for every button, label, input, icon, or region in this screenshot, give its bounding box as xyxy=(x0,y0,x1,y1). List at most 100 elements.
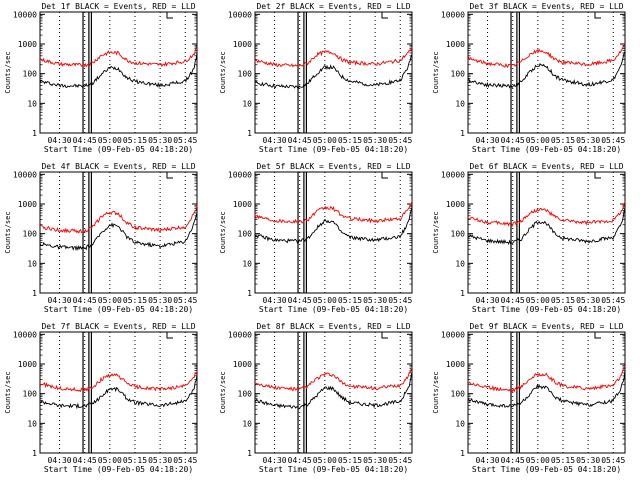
x-axis-label: Start Time (09-Feb-05 04:18:20) xyxy=(472,305,621,314)
y-axis-label: Counts/sec xyxy=(432,51,440,93)
x-tick-label: 05:45 xyxy=(388,296,412,305)
x-tick-label: 04:45 xyxy=(73,296,97,305)
x-tick-label: 05:30 xyxy=(148,456,172,465)
y-tick-label: 1 xyxy=(247,129,252,138)
plot-frame xyxy=(39,171,198,294)
detector-chart-9: Det 9f BLACK = Events, RED = LLD 1 10 100 10… xyxy=(432,322,626,474)
legend-marker xyxy=(594,332,601,339)
legend-marker xyxy=(166,12,173,19)
plot-frame xyxy=(39,11,198,134)
x-tick-label: 04:45 xyxy=(73,456,97,465)
x-axis-label: Start Time (09-Feb-05 04:18:20) xyxy=(259,465,408,474)
y-tick-label: 1000 xyxy=(446,360,465,369)
y-tick-label: 100 xyxy=(451,70,466,79)
y-tick-label: 1000 xyxy=(446,40,465,49)
detector-chart-5: Det 5f BLACK = Events, RED = LLD 1 10 100 10… xyxy=(219,162,413,314)
x-tick-label: 05:45 xyxy=(601,296,625,305)
x-tick-label: 04:30 xyxy=(48,456,72,465)
x-tick-label: 04:45 xyxy=(288,136,312,145)
y-tick-label: 1 xyxy=(460,449,465,458)
y-tick-label: 100 xyxy=(238,390,253,399)
y-tick-label: 1000 xyxy=(233,200,252,209)
y-tick-label: 10 xyxy=(242,99,252,108)
y-tick-label: 10 xyxy=(27,419,37,428)
chart-title: Det 9f BLACK = Events, RED = LLD xyxy=(469,322,623,331)
detector-chart-2: Det 2f BLACK = Events, RED = LLD 1 10 100 10… xyxy=(219,2,413,154)
series-line-events xyxy=(254,54,413,90)
plot-frame xyxy=(467,331,626,454)
x-tick-label: 05:30 xyxy=(363,296,387,305)
chart-title: Det 7f BLACK = Events, RED = LLD xyxy=(41,322,195,331)
x-axis-label: Start Time (09-Feb-05 04:18:20) xyxy=(259,305,408,314)
chart-title: Det 6f BLACK = Events, RED = LLD xyxy=(469,162,623,171)
series-line-events xyxy=(39,212,198,252)
x-tick-label: 05:30 xyxy=(148,296,172,305)
y-tick-label: 1000 xyxy=(233,360,252,369)
detector-chart-7: Det 7f BLACK = Events, RED = LLD 1 10 100 10… xyxy=(4,322,198,474)
detector-chart-3: Det 3f BLACK = Events, RED = LLD 1 10 100 10… xyxy=(432,2,626,154)
series-line-lld xyxy=(254,46,413,68)
x-tick-label: 05:00 xyxy=(526,456,550,465)
y-axis-label: Counts/sec xyxy=(432,371,440,413)
y-tick-label: 1000 xyxy=(18,200,37,209)
x-axis-label: Start Time (09-Feb-05 04:18:20) xyxy=(259,145,408,154)
legend-marker xyxy=(166,172,173,179)
x-tick-label: 05:00 xyxy=(313,296,337,305)
y-tick-label: 10000 xyxy=(441,10,465,19)
y-axis-label: Counts/sec xyxy=(4,211,12,253)
legend-marker xyxy=(381,12,388,19)
series-line-events xyxy=(39,52,198,89)
y-tick-label: 1 xyxy=(32,129,37,138)
x-tick-label: 05:45 xyxy=(388,136,412,145)
plot-frame xyxy=(467,171,626,294)
y-tick-label: 10000 xyxy=(441,170,465,179)
x-tick-label: 05:15 xyxy=(338,136,362,145)
series-line-lld xyxy=(467,365,626,393)
y-tick-label: 1 xyxy=(460,289,465,298)
x-tick-label: 05:45 xyxy=(173,296,197,305)
x-tick-label: 05:30 xyxy=(148,136,172,145)
x-tick-label: 05:15 xyxy=(123,136,147,145)
x-axis-label: Start Time (09-Feb-05 04:18:20) xyxy=(472,145,621,154)
x-tick-label: 05:00 xyxy=(98,136,122,145)
x-tick-label: 05:45 xyxy=(601,456,625,465)
x-tick-label: 05:00 xyxy=(98,456,122,465)
y-tick-label: 10000 xyxy=(441,330,465,339)
y-tick-label: 1 xyxy=(32,289,37,298)
chart-title: Det 4f BLACK = Events, RED = LLD xyxy=(41,162,195,171)
x-tick-label: 05:15 xyxy=(551,136,575,145)
x-tick-label: 04:30 xyxy=(476,136,500,145)
x-axis-label: Start Time (09-Feb-05 04:18:20) xyxy=(44,305,193,314)
y-tick-label: 1000 xyxy=(18,360,37,369)
detector-chart-4: Det 4f BLACK = Events, RED = LLD 1 10 100 10… xyxy=(4,162,198,314)
series-line-events xyxy=(467,370,626,408)
plot-frame xyxy=(467,11,626,134)
y-tick-label: 1 xyxy=(247,449,252,458)
series-line-events xyxy=(254,207,413,244)
y-tick-label: 100 xyxy=(451,230,466,239)
x-tick-label: 05:45 xyxy=(173,136,197,145)
y-axis-label: Counts/sec xyxy=(4,371,12,413)
y-tick-label: 10 xyxy=(455,419,465,428)
legend-marker xyxy=(594,172,601,179)
x-tick-label: 05:30 xyxy=(576,136,600,145)
y-tick-label: 10 xyxy=(242,259,252,268)
detector-chart-8: Det 8f BLACK = Events, RED = LLD 1 10 100 10… xyxy=(219,322,413,474)
x-tick-label: 05:30 xyxy=(363,456,387,465)
x-tick-label: 05:15 xyxy=(338,456,362,465)
legend-marker xyxy=(166,332,173,339)
y-tick-label: 10000 xyxy=(228,10,252,19)
y-tick-label: 10000 xyxy=(228,330,252,339)
plot-frame xyxy=(254,11,413,134)
x-tick-label: 05:30 xyxy=(363,136,387,145)
y-tick-label: 1 xyxy=(460,129,465,138)
chart-title: Det 2f BLACK = Events, RED = LLD xyxy=(256,2,410,11)
y-tick-label: 1000 xyxy=(233,40,252,49)
x-tick-label: 05:45 xyxy=(388,456,412,465)
series-line-lld xyxy=(254,200,413,224)
y-tick-label: 100 xyxy=(23,390,38,399)
series-line-lld xyxy=(254,367,413,392)
series-line-lld xyxy=(39,47,198,68)
x-axis-label: Start Time (09-Feb-05 04:18:20) xyxy=(44,145,193,154)
y-axis-label: Counts/sec xyxy=(219,371,227,413)
